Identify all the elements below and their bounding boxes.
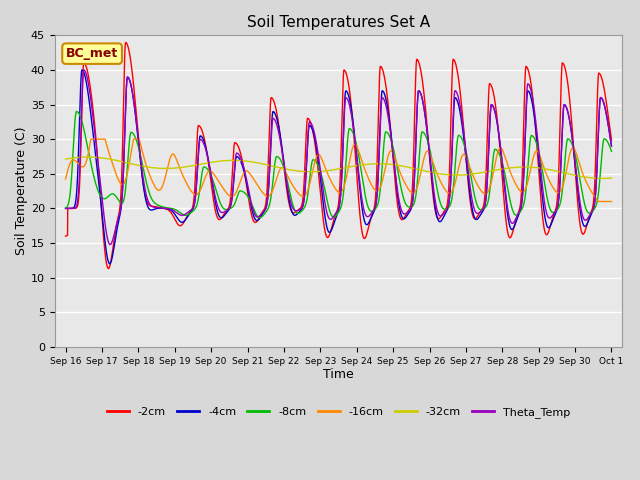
X-axis label: Time: Time — [323, 369, 354, 382]
Y-axis label: Soil Temperature (C): Soil Temperature (C) — [15, 127, 28, 255]
Text: BC_met: BC_met — [66, 47, 118, 60]
Title: Soil Temperatures Set A: Soil Temperatures Set A — [247, 15, 430, 30]
Legend: -2cm, -4cm, -8cm, -16cm, -32cm, Theta_Temp: -2cm, -4cm, -8cm, -16cm, -32cm, Theta_Te… — [102, 402, 575, 422]
